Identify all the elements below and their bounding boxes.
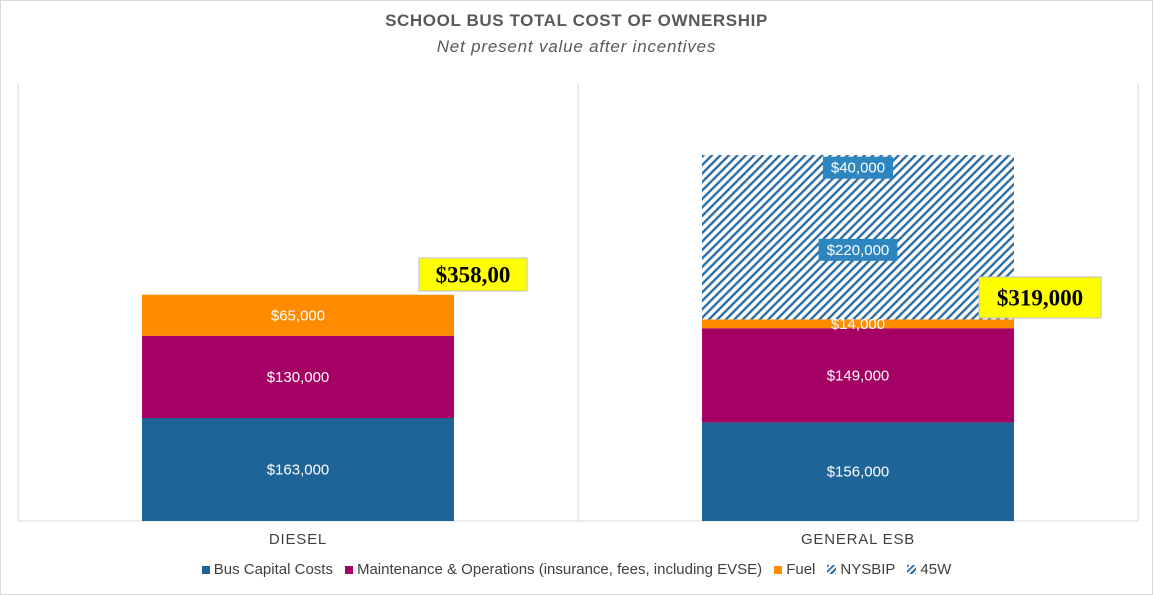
data-label: $149,000	[827, 367, 890, 384]
bar-general-esb-bus-capital-costs	[702, 422, 1014, 521]
category-label: GENERAL ESB	[801, 531, 915, 548]
total-label: $358,00	[436, 263, 511, 288]
legend-swatch	[201, 565, 210, 574]
bar-diesel-maintenance-operations	[142, 335, 454, 418]
data-label: $14,000	[831, 316, 885, 333]
legend-swatch	[827, 565, 837, 574]
data-label: $65,000	[271, 307, 325, 324]
bar-general-esb-fuel	[702, 319, 1014, 329]
legend-swatch	[344, 565, 353, 574]
data-label: $220,000	[827, 242, 890, 259]
legend-item: Bus Capital Costs	[201, 561, 333, 578]
legend-swatch	[907, 565, 917, 574]
data-label: $163,000	[267, 461, 330, 478]
chart-title: SCHOOL BUS TOTAL COST OF OWNERSHIP	[385, 11, 768, 30]
total-box	[418, 257, 528, 292]
legend-label: Fuel	[786, 561, 816, 578]
legend-swatch	[774, 565, 783, 574]
bar-diesel-bus-capital-costs	[142, 417, 454, 521]
total-box	[978, 276, 1102, 319]
chart-subtitle: Net present value after incentives	[436, 37, 717, 56]
data-label: $40,000	[831, 160, 885, 177]
bar-general-esb-maintenance-operations	[702, 328, 1014, 423]
legend-item: Fuel	[774, 561, 815, 578]
data-label-bg	[818, 238, 898, 261]
legend-label: 45W	[920, 561, 952, 578]
data-label: $130,000	[267, 369, 330, 386]
total-label: $319,000	[997, 286, 1083, 311]
legend-label: Maintenance & Operations (insurance, fee…	[356, 561, 763, 578]
legend: Bus Capital Costs Maintenance & Operation…	[0, 561, 1153, 578]
legend-item: NYSBIP	[827, 561, 895, 578]
legend-item: 45W	[907, 561, 951, 578]
category-label: DIESEL	[269, 531, 327, 548]
bar-diesel-fuel	[142, 294, 454, 336]
data-label-bg	[822, 156, 894, 179]
legend-label: NYSBIP	[840, 561, 896, 578]
legend-item: Maintenance & Operations (insurance, fee…	[344, 561, 763, 578]
data-label: $156,000	[827, 464, 890, 481]
legend-label: Bus Capital Costs	[213, 561, 333, 578]
